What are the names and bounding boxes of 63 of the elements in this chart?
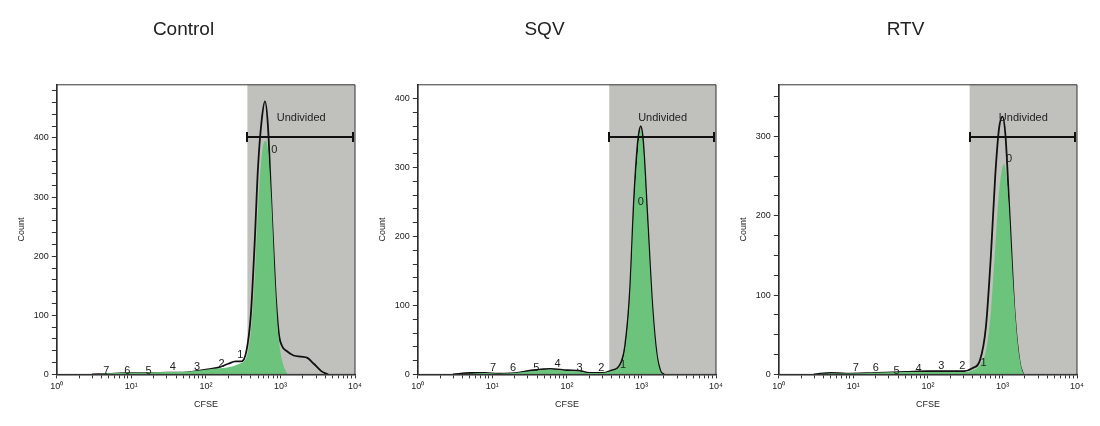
band-label: Undivided <box>638 111 688 124</box>
x-axis-title: CFSE <box>915 399 940 410</box>
annotation: 4 <box>915 361 922 374</box>
x-tick-label: 10⁴ <box>348 381 363 392</box>
y-tick-label: 300 <box>755 130 771 141</box>
annotation: 5 <box>145 363 152 376</box>
annotation: 2 <box>959 359 966 372</box>
y-tick-label: 400 <box>394 93 410 104</box>
band-label: Undivided <box>998 111 1048 124</box>
x-tick-label: 10¹ <box>846 381 860 392</box>
y-tick-label: 100 <box>394 299 410 310</box>
y-axis-title: Count <box>376 217 387 242</box>
annotation: 3 <box>576 360 583 373</box>
annotation: 7 <box>103 363 110 376</box>
y-axis-title: Count <box>15 217 26 242</box>
y-tick-label: 200 <box>394 230 410 241</box>
y-tick-label: 100 <box>755 289 771 300</box>
x-tick-label: 10⁰ <box>772 381 786 392</box>
y-tick-label: 0 <box>765 368 771 379</box>
annotation: 7 <box>852 361 859 374</box>
annotation: 3 <box>938 359 945 372</box>
y-tick-label: 300 <box>33 191 49 202</box>
annotation: 1 <box>237 347 244 360</box>
y-tick-label: 100 <box>33 309 49 320</box>
x-tick-label: 10² <box>199 381 213 392</box>
x-tick-label: 10² <box>921 381 935 392</box>
x-tick-label: 10⁴ <box>1070 381 1085 392</box>
x-tick-label: 10⁴ <box>709 381 724 392</box>
x-tick-label: 10³ <box>995 381 1009 392</box>
annotation: 1 <box>619 357 627 370</box>
annotation: 6 <box>872 361 879 374</box>
annotation: 5 <box>893 364 900 377</box>
x-tick-label: 10¹ <box>124 381 138 392</box>
y-tick-label: 200 <box>755 210 771 221</box>
chart-title: RTV <box>886 17 925 39</box>
annotation: 4 <box>554 357 561 370</box>
y-tick-label: 400 <box>33 132 49 143</box>
y-tick-label: 0 <box>43 368 49 379</box>
annotation: 7 <box>489 360 497 373</box>
chart-title: SQV <box>524 17 565 39</box>
y-axis-title: Count <box>737 217 748 242</box>
annotation: 3 <box>193 359 201 372</box>
annotation: 4 <box>169 360 176 373</box>
y-tick-label: 200 <box>33 250 49 261</box>
x-tick-label: 10¹ <box>485 381 499 392</box>
band-label: Undivided <box>276 111 326 124</box>
chart-title: Control <box>152 17 215 39</box>
x-tick-label: 10³ <box>273 381 287 392</box>
annotation: 0 <box>271 142 278 155</box>
x-tick-label: 10⁰ <box>50 381 64 392</box>
annotation: 6 <box>510 361 517 374</box>
annotation: 6 <box>124 363 131 376</box>
annotation: 1 <box>980 356 987 369</box>
x-tick-label: 10⁰ <box>411 381 425 392</box>
annotation: 2 <box>598 360 605 373</box>
y-tick-label: 0 <box>404 368 410 379</box>
x-axis-title: CFSE <box>554 399 579 410</box>
annotation: 5 <box>533 361 540 374</box>
x-tick-label: 10³ <box>634 381 648 392</box>
x-axis-title: CFSE <box>193 399 218 410</box>
y-tick-label: 300 <box>394 162 410 173</box>
annotation: 0 <box>637 195 644 208</box>
x-tick-label: 10² <box>560 381 574 392</box>
